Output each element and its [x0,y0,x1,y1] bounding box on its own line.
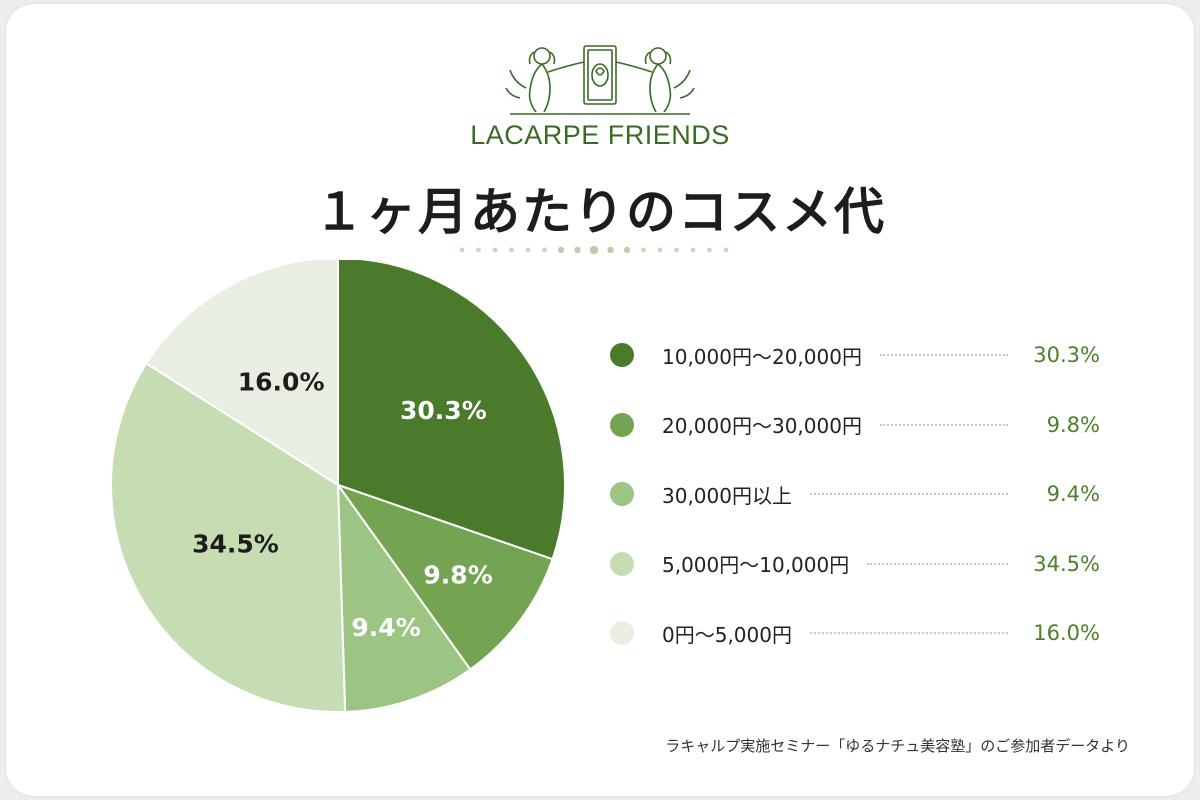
legend-label: 20,000円〜30,000円 [662,414,862,438]
divider-dot [476,247,481,253]
divider-dot [574,246,581,254]
pie-slice-0-5000 [144,260,339,487]
legend-item-20000-30000: 20,000円〜30,000円 9.8% [610,402,1100,448]
legend-value: 30.3% [1033,343,1100,367]
pie-label-10000-20000: 30.3% [400,396,487,425]
divider-dot [657,247,663,253]
legend-leader-line [809,493,1008,495]
legend-item-10000-20000: 10,000円〜20,000円 30.3% [610,332,1100,378]
divider-dot [509,247,514,253]
legend-item-5000-10000: 5,000円〜10,000円 34.5% [610,541,1100,587]
lacarpe-logo-emblem [505,45,695,115]
legend-leader-line [879,354,1008,356]
legend-label: 30,000円以上 [662,483,792,508]
legend-item-0-5000: 0円〜5,000円 16.0% [610,610,1100,656]
legend-label: 10,000円〜20,000円 [662,344,862,369]
title-divider [459,245,729,255]
pie-label-30000-plus: 9.4% [351,613,420,642]
brand-name: LACARPE FRIENDS [470,120,730,150]
divider-dot [557,246,565,254]
legend-label: 5,000円〜10,000円 [662,553,850,577]
legend-value: 34.5% [1033,551,1100,576]
divider-dot [641,247,646,253]
pie-label-20000-30000: 9.8% [423,561,492,590]
legend-value: 9.4% [1046,482,1100,506]
chart-title: １ヶ月あたりのコスメ代 [314,183,886,241]
pie-slice-30000-plus [336,481,472,713]
divider-dot [623,246,631,254]
legend-swatch [610,621,634,645]
data-source-note: ラキャルプ実施セミナー「ゆるナチュ美容塾」のご参加者データより [665,737,1130,755]
divider-dot [589,245,599,255]
legend-value: 16.0% [1033,621,1100,645]
pie-label-0-5000: 16.0% [238,368,325,397]
divider-dot [492,247,498,253]
divider-dot [674,247,679,253]
legend-swatch [610,551,634,576]
pie-slice-20000-30000 [335,483,554,671]
legend-item-30000-plus: 30,000円以上 9.4% [610,471,1100,517]
legend-swatch [610,412,634,437]
divider-dot [542,247,547,253]
divider-dot [459,247,465,253]
divider-dot [690,247,696,253]
legend-swatch [610,343,634,367]
divider-dot [607,246,614,254]
divider-dot [525,247,531,253]
pie-label-5000-10000: 34.5% [192,529,279,558]
legend-value: 9.8% [1046,412,1100,437]
legend-leader-line [867,562,1008,565]
pie-chart: 30.3% 9.8%9.4% 34.5% 16.0% [110,260,566,713]
pie-slice-5000-10000 [110,361,347,713]
legend-swatch [610,482,634,506]
legend-label: 0円〜5,000円 [662,622,792,647]
divider-dot [723,247,729,253]
divider-dot [707,247,712,253]
legend: 10,000円〜20,000円 30.3% 20,000円〜30,000円 9.8% 3… [610,332,1100,680]
legend-leader-line [809,632,1008,634]
pie-slice-10000-20000 [337,260,566,561]
legend-leader-line [879,423,1008,426]
